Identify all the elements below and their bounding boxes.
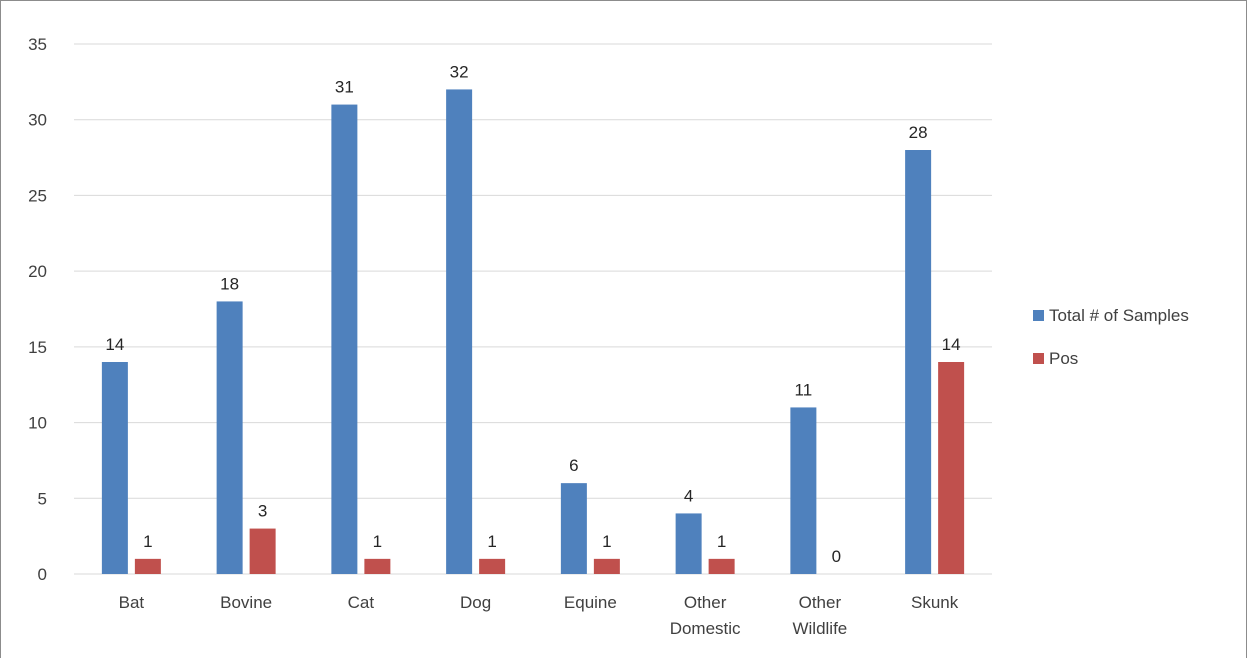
data-label: 28 — [909, 123, 928, 142]
bar — [249, 528, 276, 574]
x-axis-tick-labels: Bat Bovine Cat Dog Equine Other Domestic Other W… — [119, 593, 959, 638]
legend-swatch — [1033, 353, 1044, 364]
bar — [134, 558, 161, 574]
data-label: 4 — [684, 486, 693, 505]
data-label: 3 — [258, 502, 267, 521]
bar — [593, 558, 620, 574]
data-label: 31 — [335, 78, 354, 97]
data-label: 11 — [795, 380, 813, 399]
data-label: 32 — [450, 62, 469, 81]
bar — [331, 104, 358, 575]
y-axis-tick-labels: 0 5 10 15 20 25 30 35 — [28, 35, 47, 584]
y-tick-label: 0 — [38, 565, 47, 584]
bar — [938, 362, 965, 574]
x-tick-label: Other — [799, 593, 842, 612]
data-label: 1 — [373, 532, 382, 551]
bar — [560, 483, 587, 574]
data-label: 1 — [717, 532, 726, 551]
x-tick-label: Dog — [460, 593, 491, 612]
bars — [101, 89, 965, 575]
gridlines — [74, 43, 992, 575]
data-label: 6 — [569, 456, 578, 475]
legend: Total # of Samples Pos — [1033, 306, 1189, 368]
y-tick-label: 30 — [28, 111, 47, 130]
bar — [479, 558, 506, 574]
bar — [708, 558, 735, 574]
y-tick-label: 5 — [38, 489, 47, 508]
data-label: 14 — [942, 335, 961, 354]
data-label: 14 — [105, 335, 124, 354]
x-tick-label: Wildlife — [792, 619, 847, 638]
legend-swatch — [1033, 310, 1044, 321]
x-tick-label: Skunk — [911, 593, 959, 612]
bar — [905, 150, 932, 574]
bar — [675, 513, 702, 574]
y-tick-label: 20 — [28, 262, 47, 281]
bar — [101, 362, 128, 574]
x-tick-label: Bat — [119, 593, 145, 612]
y-tick-label: 35 — [28, 35, 47, 54]
bar — [364, 558, 391, 574]
bar — [790, 407, 817, 574]
data-label: 1 — [143, 532, 152, 551]
x-tick-label: Other — [684, 593, 727, 612]
data-label: 1 — [602, 532, 611, 551]
data-label: 0 — [832, 547, 841, 566]
y-tick-label: 10 — [28, 414, 47, 433]
legend-label: Total # of Samples — [1049, 306, 1189, 325]
data-label: 18 — [220, 274, 239, 293]
legend-label: Pos — [1049, 349, 1078, 368]
x-tick-label: Bovine — [220, 593, 272, 612]
bar — [446, 89, 473, 574]
x-tick-label: Cat — [348, 593, 375, 612]
y-tick-label: 25 — [28, 186, 47, 205]
x-tick-label: Domestic — [670, 619, 741, 638]
x-tick-label: Equine — [564, 593, 617, 612]
y-tick-label: 15 — [28, 338, 47, 357]
bar — [216, 301, 243, 574]
data-label: 1 — [487, 532, 496, 551]
